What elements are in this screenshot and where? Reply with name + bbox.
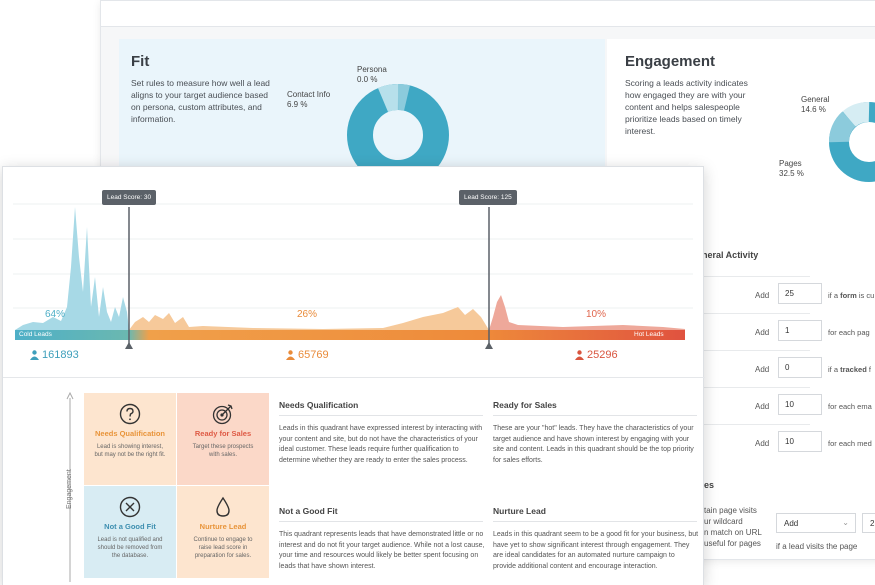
section-nurture-lead-body: Leads in this quadrant seem to be a good…: [493, 531, 699, 570]
quadrant-nurture-lead[interactable]: Nurture Lead Continue to engage to raise…: [177, 486, 269, 578]
section-not-a-good-fit-body: This quadrant represents leads that have…: [279, 531, 485, 570]
fit-donut-chart: [347, 84, 449, 179]
marker-30-pointer: [125, 342, 133, 349]
warm-percent: 26%: [297, 309, 318, 320]
activity-row-email: Add 10 for each ema: [610, 387, 872, 424]
section-divider: [3, 377, 705, 378]
form-score-input[interactable]: 25: [778, 283, 822, 304]
top-bar: [101, 1, 875, 27]
quadrant-not-a-good-fit[interactable]: Not a Good Fit Lead is not qualified and…: [84, 486, 176, 578]
hot-leads-label: Hot Leads: [634, 331, 664, 338]
activity-row-page: Add 1 for each pag: [610, 313, 870, 350]
section-not-a-good-fit-title: Not a Good Fit: [279, 506, 338, 516]
activity-row-tracked: Add 0 if a tracked f: [610, 350, 871, 387]
section-rule: [493, 415, 697, 416]
activity-row-form: Add 25 if a form is cu: [610, 276, 874, 313]
person-icon: [286, 350, 295, 360]
lead-distribution-window: Lead Score: 30 Lead Score: 125 Cold Lead…: [2, 166, 705, 585]
person-icon: [30, 350, 39, 360]
section-ready-for-sales-title: Ready for Sales: [493, 400, 557, 410]
section-rule: [493, 521, 697, 522]
lead-score-125-tooltip: Lead Score: 125: [459, 190, 517, 205]
tracked-score-input[interactable]: 0: [778, 357, 822, 378]
fit-description: Set rules to measure how well a lead ali…: [131, 78, 270, 124]
fit-title: Fit: [131, 53, 150, 70]
cold-leads-label: Cold Leads: [19, 331, 52, 338]
pages-label: Pages 32.5 %: [779, 159, 804, 178]
contact-info-label: Contact Info 6.9 %: [287, 90, 331, 109]
engagement-axis-label: Engagement: [66, 469, 73, 509]
section-needs-qualification-body: Leads in this quadrant have expressed in…: [279, 425, 483, 464]
section-rule: [279, 521, 483, 522]
pages-heading: es: [704, 480, 715, 490]
activity-row-media: Add 10 for each med: [610, 424, 872, 461]
hot-leads-area: [489, 295, 685, 330]
question-icon: [119, 403, 141, 425]
target-icon: [212, 404, 233, 425]
cold-percent: 64%: [45, 309, 66, 320]
close-circle-icon: [119, 496, 141, 518]
engagement-donut-chart: [829, 102, 875, 182]
email-score-input[interactable]: 10: [778, 394, 822, 415]
section-ready-for-sales-body: These are your "hot" leads. They have th…: [493, 425, 694, 464]
hot-count: 25296: [575, 349, 618, 361]
persona-label: Persona 0.0 %: [357, 65, 387, 84]
engagement-title: Engagement: [625, 53, 716, 70]
quadrant-needs-qualification[interactable]: Needs Qualification Lead is showing inte…: [84, 393, 176, 485]
pages-description: tain page visits ur wildcard n match on …: [704, 506, 762, 548]
general-activity-heading: General Activity: [690, 250, 759, 260]
pages-score-select[interactable]: 2: [862, 513, 875, 533]
pages-footer: if a lead visits the page: [776, 542, 858, 551]
warm-count: 65769: [286, 349, 329, 361]
section-needs-qualification-title: Needs Qualification: [279, 400, 359, 410]
warm-leads-area: [129, 307, 489, 330]
section-rule: [279, 415, 483, 416]
lead-score-bar: [15, 330, 685, 340]
marker-125-pointer: [485, 342, 493, 349]
section-nurture-lead-title: Nurture Lead: [493, 506, 546, 516]
page-score-input[interactable]: 1: [778, 320, 822, 341]
chevron-down-icon: ⌄: [842, 518, 849, 527]
water-drop-icon: [216, 496, 230, 517]
pages-action-select[interactable]: Add ⌄: [776, 513, 856, 533]
media-score-input[interactable]: 10: [778, 431, 822, 452]
engagement-description: Scoring a leads activity indicates how e…: [625, 78, 748, 136]
lead-scoring-settings-window: Fit Set rules to measure how well a lead…: [100, 0, 875, 560]
lead-score-chart: Lead Score: 30 Lead Score: 125 Cold Lead…: [3, 167, 705, 372]
cold-count: 161893: [30, 349, 79, 361]
cold-leads-area: [15, 207, 129, 330]
engagement-axis-arrow: [66, 392, 74, 582]
quadrant-ready-for-sales[interactable]: Ready for Sales Target these prospects w…: [177, 393, 269, 485]
lead-score-30-tooltip: Lead Score: 30: [102, 190, 157, 205]
general-label: General 14.6 %: [801, 95, 830, 114]
fit-panel: Fit Set rules to measure how well a lead…: [119, 39, 605, 179]
person-icon: [575, 350, 584, 360]
hot-percent: 10%: [586, 309, 607, 320]
